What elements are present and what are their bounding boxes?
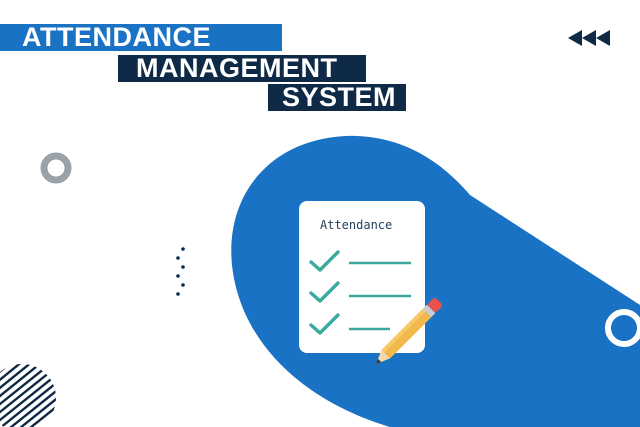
checkmark-icon [309,250,340,272]
blue-background-shape [231,135,640,427]
document-heading: Attendance [320,218,392,232]
checkmark-icon [309,313,340,335]
checkmark-icon [309,281,340,303]
dots-decoration [176,247,185,296]
pencil-icon [376,298,442,364]
title-line-attendance: ATTENDANCE [0,24,282,51]
ring-decoration [40,152,72,184]
title-line-management: MANAGEMENT [118,55,366,82]
clipboard-icon: Attendance [299,201,425,353]
title-line-system: SYSTEM [268,84,406,111]
striped-circle-decoration [0,364,56,427]
ring-decoration-right [605,309,640,347]
rewind-icon [568,30,610,46]
